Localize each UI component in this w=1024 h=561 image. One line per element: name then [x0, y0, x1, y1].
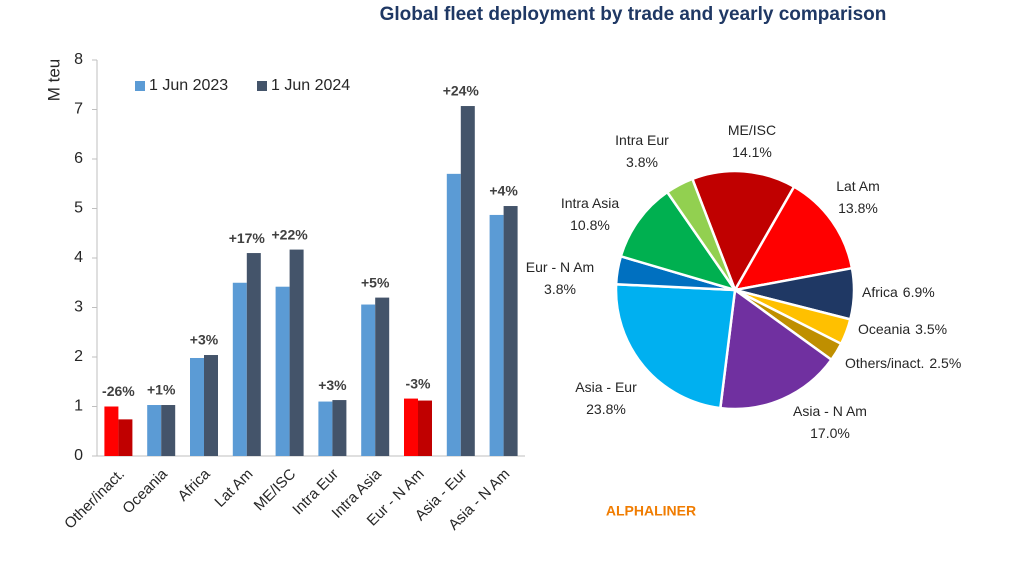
legend-swatch — [257, 81, 267, 91]
pie-label-name: Intra Asia — [561, 195, 620, 211]
bar-annotation: +22% — [271, 226, 308, 242]
legend-swatch — [135, 81, 145, 91]
bar — [332, 400, 347, 456]
pie-label-value: 13.8% — [838, 200, 878, 216]
x-tick-label: Other/inact. — [61, 466, 128, 533]
pie-label-name: Oceania — [858, 321, 910, 337]
bar — [361, 304, 376, 456]
y-tick-label: 0 — [74, 447, 83, 464]
pie-label: Intra Asia 10.8% — [561, 195, 620, 233]
pie-label-name: Intra Eur — [615, 132, 669, 148]
bar — [404, 398, 418, 456]
bar — [446, 173, 461, 456]
bar — [246, 253, 261, 456]
pie-label-name: ME/ISC — [728, 122, 776, 138]
pie-slice — [690, 169, 796, 293]
pie-slice — [665, 177, 737, 291]
pie-label-value: 23.8% — [586, 401, 626, 417]
bar-annotation: -26% — [102, 383, 135, 399]
bar — [275, 286, 290, 456]
bar — [190, 357, 204, 456]
bar-annotation: +3% — [190, 332, 219, 348]
pie-label: Eur - N Am 3.8% — [526, 259, 594, 297]
y-tick-label: 2 — [74, 348, 83, 365]
y-tick-label: 7 — [74, 101, 83, 118]
bar — [147, 405, 162, 456]
pie-label-name: Others/inact. — [845, 355, 924, 371]
bar-annotation: +24% — [443, 83, 480, 99]
legend-label: 1 Jun 2024 — [271, 77, 350, 94]
y-tick-label: 4 — [74, 249, 83, 266]
bar — [503, 206, 518, 456]
pie-label: Africa 6.9% — [862, 284, 935, 300]
y-tick-label: 8 — [74, 51, 83, 68]
pie-label: Intra Eur 3.8% — [615, 132, 669, 170]
bar-annotation: -3% — [406, 375, 431, 391]
bar-annotation: +5% — [361, 274, 390, 290]
x-tick-label: Lat Am — [211, 466, 256, 511]
pie-label-name: Lat Am — [836, 178, 880, 194]
bar — [104, 406, 119, 456]
chart-title: Global fleet deployment by trade and yea… — [380, 4, 887, 25]
pie-label-value: 2.5% — [929, 355, 961, 371]
bar — [232, 282, 247, 456]
bar — [289, 249, 304, 456]
pie-label: Lat Am 13.8% — [836, 178, 880, 216]
pie-label: Oceania 3.5% — [858, 321, 947, 337]
bar — [118, 419, 133, 456]
pie-label: Others/inact. 2.5% — [845, 355, 961, 371]
pie-label-value: 17.0% — [810, 425, 850, 441]
pie-slice — [614, 282, 737, 410]
bar — [460, 106, 475, 456]
pie-label-name: Eur - N Am — [526, 259, 594, 275]
pie-label: Asia - N Am 17.0% — [793, 403, 867, 441]
y-tick-label: 1 — [74, 398, 83, 415]
source: ALPHALINER — [606, 503, 696, 519]
bar — [161, 405, 176, 456]
pie-label: ME/ISC 14.1% — [728, 122, 776, 160]
pie-label-name: Africa — [862, 284, 898, 300]
bar-annotation: +1% — [147, 382, 176, 398]
pie-label-value: 10.8% — [570, 217, 610, 233]
pie-label-value: 6.9% — [903, 284, 935, 300]
y-tick-label: 6 — [74, 150, 83, 167]
bar — [204, 355, 218, 456]
bar — [318, 401, 333, 456]
pie-label-value: 3.8% — [544, 281, 576, 297]
pie-label-name: Asia - Eur — [575, 379, 637, 395]
pie-label: Asia - Eur 23.8% — [575, 379, 637, 417]
bar — [418, 400, 432, 456]
bar — [375, 297, 390, 456]
pie-label-value: 3.5% — [915, 321, 947, 337]
bar-annotation: +3% — [318, 377, 347, 393]
y-tick-label: 5 — [74, 200, 83, 217]
y-axis-label: M teu — [44, 59, 63, 102]
pie-slice — [732, 184, 854, 292]
pie-label-value: 14.1% — [732, 144, 772, 160]
bar-annotation: +17% — [229, 230, 266, 246]
y-tick-label: 3 — [74, 299, 83, 316]
x-tick-label: Oceania — [119, 465, 171, 517]
legend-label: 1 Jun 2023 — [149, 77, 228, 94]
pie-slice — [619, 190, 739, 293]
pie-label-name: Asia - N Am — [793, 403, 867, 419]
pie-slice — [718, 287, 834, 411]
bar — [489, 214, 504, 456]
x-tick-label: Africa — [175, 465, 215, 505]
pie-label-value: 3.8% — [626, 154, 658, 170]
bar-annotation: +4% — [489, 183, 518, 199]
